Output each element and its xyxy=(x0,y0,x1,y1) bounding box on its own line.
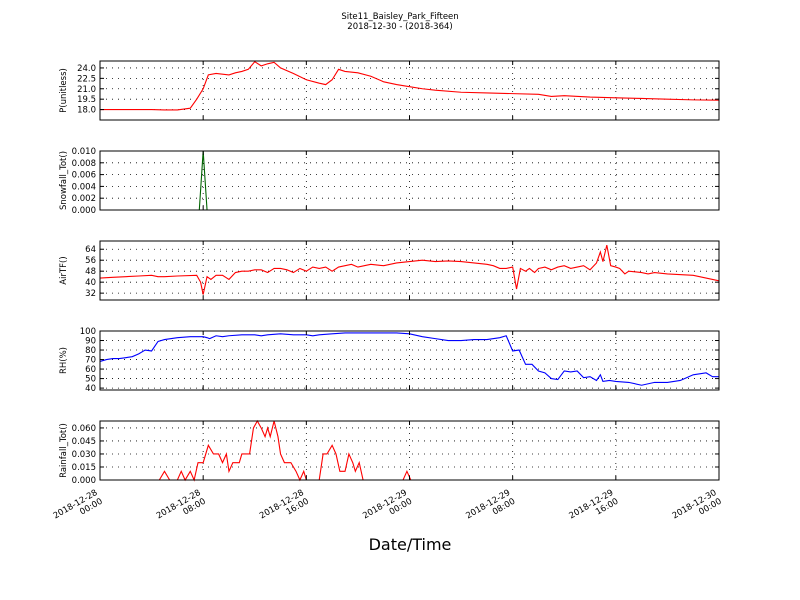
ytick-label-rh-4: 80 xyxy=(85,346,96,356)
ytick-label-snow-5: 0.010 xyxy=(72,147,96,157)
y-axis-label-airt: AirTF() xyxy=(59,256,69,284)
ytick-label-snow-4: 0.008 xyxy=(72,159,96,169)
ytick-label-rh-5: 90 xyxy=(85,337,96,347)
series-line-p xyxy=(100,60,720,111)
series-line-airt xyxy=(99,244,720,295)
ytick-label-rh-1: 50 xyxy=(85,375,96,385)
ytick-label-snow-0: 0.000 xyxy=(72,206,96,216)
ytick-label-rh-6: 100 xyxy=(80,327,96,337)
ytick-label-rain-0: 0.000 xyxy=(72,476,96,486)
ytick-label-rain-2: 0.030 xyxy=(72,450,96,460)
ytick-label-snow-2: 0.004 xyxy=(72,182,96,192)
y-axis-label-rh: RH(%) xyxy=(59,347,69,374)
ytick-label-snow-3: 0.006 xyxy=(72,171,96,181)
ytick-label-p-1: 19.5 xyxy=(77,95,96,105)
ytick-label-airt-1: 40 xyxy=(85,278,96,288)
ytick-label-p-3: 22.5 xyxy=(77,74,96,84)
ytick-label-p-4: 24.0 xyxy=(77,64,96,74)
ytick-label-p-2: 21.0 xyxy=(77,85,96,95)
ytick-label-snow-1: 0.002 xyxy=(72,194,96,204)
ytick-label-rh-0: 40 xyxy=(85,384,96,394)
y-axis-label-snow: Snowfall_Tot() xyxy=(59,151,69,210)
chart-title: Site11_Baisley_Park_Fifteen xyxy=(341,12,458,22)
y-axis-label-p: P(unitless) xyxy=(59,68,69,113)
ytick-label-rh-2: 60 xyxy=(85,365,96,375)
ytick-label-rain-4: 0.060 xyxy=(72,424,96,434)
panel-p: 18.019.521.022.524.0 P(unitless) xyxy=(59,60,720,121)
y-axis-label-rain: Rainfall_Tot() xyxy=(59,423,69,478)
ytick-label-rain-1: 0.015 xyxy=(72,463,96,473)
chart-subtitle: 2018-12-30 - (2018-364) xyxy=(347,22,452,32)
panels-group: 18.019.521.022.524.0P(unitless)0.0000.00… xyxy=(59,60,720,486)
ytick-label-rain-3: 0.045 xyxy=(72,437,96,447)
ytick-label-rh-3: 70 xyxy=(85,356,96,366)
ytick-label-airt-3: 56 xyxy=(85,256,96,266)
series-line-rain xyxy=(100,419,719,482)
ytick-label-airt-0: 32 xyxy=(85,289,96,299)
ytick-label-airt-2: 48 xyxy=(85,267,96,277)
ytick-label-p-0: 18.0 xyxy=(77,106,96,116)
ytick-label-airt-4: 64 xyxy=(85,245,96,255)
x-axis-label: Date/Time xyxy=(369,535,452,554)
